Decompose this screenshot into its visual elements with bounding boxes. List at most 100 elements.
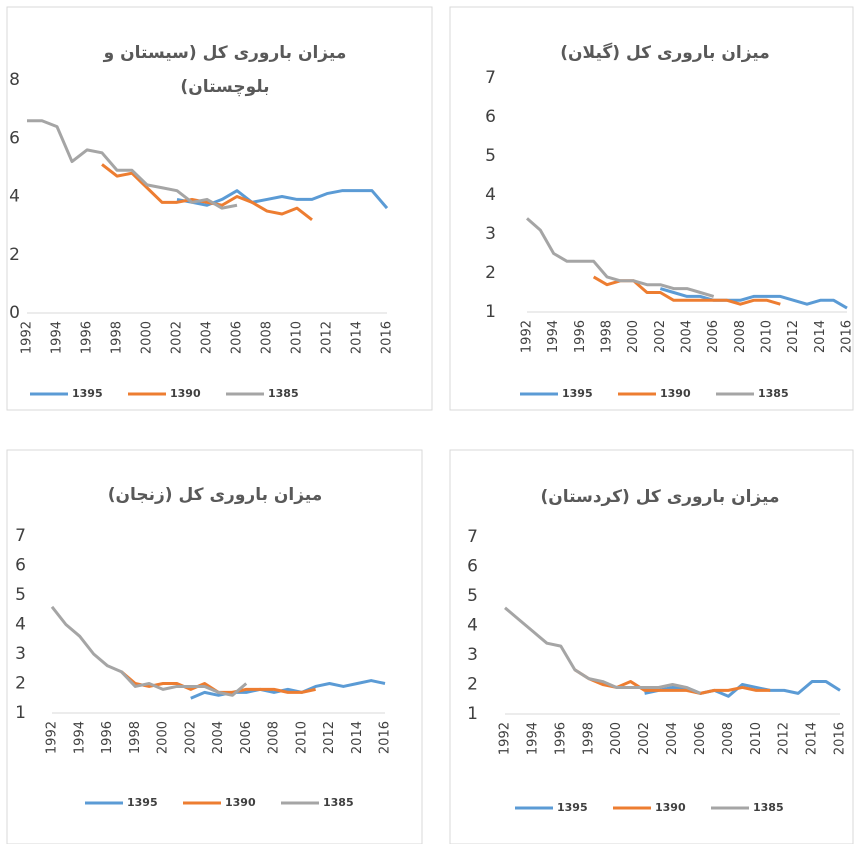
y-tick-label: 4 — [467, 616, 478, 636]
x-tick-label: 2006 — [693, 722, 708, 755]
x-tick-label: 2010 — [760, 320, 775, 353]
x-tick-label: 1992 — [45, 721, 60, 754]
x-tick-label: 2004 — [200, 321, 215, 354]
chart-title: میزان باروری کل (گیلان) — [500, 36, 830, 70]
y-tick-label: 1 — [485, 302, 496, 322]
x-tick-label: 2014 — [350, 721, 365, 754]
legend-label: 1395 — [72, 387, 103, 400]
legend-label: 1390 — [655, 801, 686, 814]
x-tick-label: 2002 — [170, 321, 185, 354]
series-line — [660, 289, 847, 309]
chart-title: میزان باروری کل (کردستان) — [495, 480, 825, 514]
x-tick-label: 1996 — [80, 321, 95, 354]
x-tick-label: 2012 — [786, 320, 801, 353]
x-tick-label: 2016 — [833, 722, 848, 755]
x-tick-label: 1996 — [100, 721, 115, 754]
x-tick-label: 2008 — [267, 721, 282, 754]
x-tick-label: 2012 — [777, 722, 792, 755]
x-tick-label: 2008 — [733, 320, 748, 353]
x-tick-label: 2002 — [653, 320, 668, 353]
chart-title: میزان باروری کل (سیستان و بلوچستان) — [60, 36, 390, 104]
x-tick-label: 2014 — [350, 321, 365, 354]
x-tick-label: 1998 — [600, 320, 615, 353]
y-tick-label: 4 — [15, 615, 26, 635]
x-tick-label: 2008 — [721, 722, 736, 755]
x-tick-label: 2006 — [230, 321, 245, 354]
x-tick-label: 2012 — [320, 321, 335, 354]
x-tick-label: 2000 — [156, 721, 171, 754]
y-tick-label: 5 — [467, 586, 478, 606]
y-tick-label: 2 — [15, 674, 26, 694]
x-tick-label: 2004 — [665, 722, 680, 755]
y-tick-label: 7 — [467, 527, 478, 547]
x-tick-label: 2014 — [805, 722, 820, 755]
y-tick-label: 4 — [485, 185, 496, 205]
y-tick-label: 5 — [485, 146, 496, 166]
y-tick-label: 1 — [15, 703, 26, 723]
x-tick-label: 2000 — [609, 722, 624, 755]
x-tick-label: 1998 — [128, 721, 143, 754]
x-tick-label: 1998 — [110, 321, 125, 354]
y-tick-label: 6 — [467, 557, 478, 577]
x-tick-label: 2012 — [322, 721, 337, 754]
x-tick-label: 1992 — [20, 321, 35, 354]
y-tick-label: 3 — [485, 224, 496, 244]
x-tick-label: 2004 — [211, 721, 226, 754]
x-tick-label: 1994 — [72, 721, 87, 754]
y-tick-label: 2 — [485, 263, 496, 283]
page: 0246819921994199619982000200220042006200… — [0, 0, 857, 844]
legend-label: 1395 — [127, 796, 158, 809]
y-tick-label: 1 — [467, 704, 478, 724]
x-tick-label: 2010 — [749, 722, 764, 755]
x-tick-label: 2016 — [378, 721, 393, 754]
x-tick-label: 1994 — [525, 722, 540, 755]
x-tick-label: 1996 — [553, 722, 568, 755]
y-tick-label: 2 — [9, 245, 20, 265]
x-tick-label: 2004 — [680, 320, 695, 353]
x-tick-label: 2016 — [840, 320, 855, 353]
y-tick-label: 0 — [9, 303, 20, 323]
x-tick-label: 2000 — [626, 320, 641, 353]
y-tick-label: 7 — [15, 526, 26, 546]
legend-label: 1390 — [660, 387, 691, 400]
x-tick-label: 1994 — [546, 320, 561, 353]
y-tick-label: 6 — [485, 107, 496, 127]
x-tick-label: 1992 — [520, 320, 535, 353]
y-tick-label: 6 — [9, 128, 20, 148]
x-tick-label: 2002 — [183, 721, 198, 754]
x-tick-label: 2000 — [140, 321, 155, 354]
x-tick-label: 2016 — [380, 321, 395, 354]
x-tick-label: 2002 — [637, 722, 652, 755]
y-tick-label: 7 — [485, 68, 496, 88]
series-line — [52, 607, 246, 696]
y-tick-label: 5 — [15, 585, 26, 605]
legend-label: 1395 — [562, 387, 593, 400]
y-tick-label: 4 — [9, 187, 20, 207]
x-tick-label: 2014 — [813, 320, 828, 353]
legend-label: 1385 — [753, 801, 784, 814]
x-tick-label: 1992 — [498, 722, 513, 755]
y-tick-label: 6 — [15, 556, 26, 576]
series-line — [505, 608, 700, 694]
y-tick-label: 2 — [467, 675, 478, 695]
y-tick-label: 3 — [467, 645, 478, 665]
chart-title: میزان باروری کل (زنجان) — [50, 478, 380, 512]
legend-label: 1395 — [557, 801, 588, 814]
series-line — [527, 218, 714, 296]
x-tick-label: 1998 — [581, 722, 596, 755]
x-tick-label: 2006 — [239, 721, 254, 754]
series-line — [27, 121, 237, 208]
x-tick-label: 2008 — [260, 321, 275, 354]
legend-label: 1385 — [323, 796, 354, 809]
x-tick-label: 2006 — [706, 320, 721, 353]
x-tick-label: 1994 — [50, 321, 65, 354]
x-tick-label: 2010 — [294, 721, 309, 754]
x-tick-label: 2010 — [290, 321, 305, 354]
series-line — [191, 681, 385, 699]
legend-label: 1385 — [758, 387, 789, 400]
x-tick-label: 1996 — [573, 320, 588, 353]
legend-label: 1390 — [170, 387, 201, 400]
legend-label: 1390 — [225, 796, 256, 809]
y-tick-label: 3 — [15, 644, 26, 664]
legend-label: 1385 — [268, 387, 299, 400]
